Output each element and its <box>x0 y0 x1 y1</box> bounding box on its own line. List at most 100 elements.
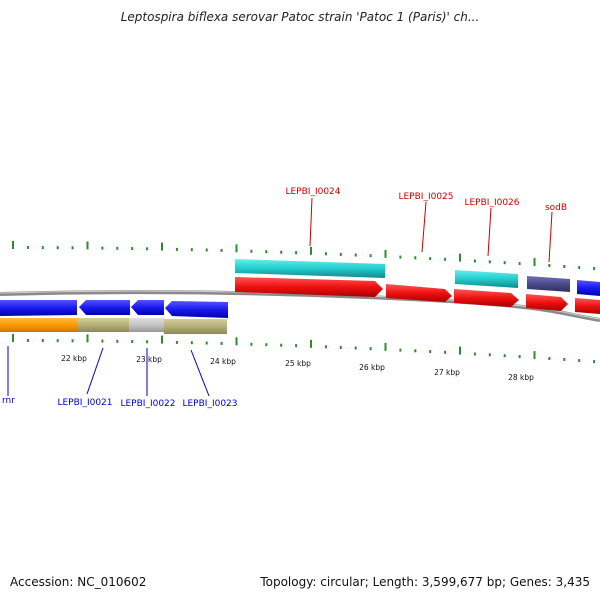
scale-tick-minor <box>473 259 476 263</box>
scale-tick-major <box>86 334 89 343</box>
scale-tick-minor <box>369 347 372 351</box>
scale-tick-minor <box>280 343 283 347</box>
gene-label-lepbi-i0021: LEPBI_I0021 <box>57 398 112 408</box>
genome-backbone-highlight <box>0 290 600 320</box>
genome-backbone <box>0 290 600 322</box>
scale-tick-minor <box>101 246 104 250</box>
scale-tick-minor <box>593 267 596 271</box>
scale-tick-minor <box>71 246 74 250</box>
scale-tick-minor <box>444 257 447 261</box>
cds-track-top <box>235 277 600 314</box>
scale-tick-minor <box>369 254 372 258</box>
scale-tick-minor <box>265 343 268 347</box>
accession-value: NC_010602 <box>77 575 147 589</box>
scale-tick-major <box>459 346 461 355</box>
scale-tick-minor <box>175 247 178 251</box>
scale-tick-minor <box>488 353 491 357</box>
scale-tick-minor <box>56 339 59 343</box>
topology-label: Topology: <box>260 575 317 589</box>
gene-feature-lepbi-i0024[interactable] <box>235 259 385 278</box>
scale-tick-minor <box>41 339 44 343</box>
gene-track-top <box>235 259 600 296</box>
scale-tick-minor <box>175 340 178 344</box>
gene-label-lepbi-i0023: LEPBI_I0023 <box>182 399 237 409</box>
cds-arrow-lepbi-i0021[interactable] <box>79 300 130 315</box>
scale-tick-major <box>235 244 238 253</box>
cds-arrow-rnr[interactable] <box>0 300 77 316</box>
length-value: 3,599,677 bp <box>421 575 502 589</box>
cds-arrow-lepbi-i0026[interactable] <box>454 289 519 307</box>
scale-tick-minor <box>265 250 268 254</box>
scale-tick-minor <box>116 246 119 250</box>
scale-tick-minor <box>593 360 596 364</box>
gene-label-rnr: rnr <box>2 396 15 406</box>
cds-arrow-sodb[interactable] <box>526 294 568 311</box>
gene-feature-rnr[interactable] <box>0 318 78 332</box>
scale-label-26kbp: 26 kbp <box>359 363 385 372</box>
scale-tick-minor <box>414 349 417 353</box>
scale-tick-minor <box>563 358 566 361</box>
gene-feature-lepbi-i0026[interactable] <box>455 270 518 288</box>
scale-tick-major <box>459 253 461 262</box>
scale-tick-minor <box>190 248 193 252</box>
scale-tick-minor <box>250 249 253 253</box>
scale-tick-minor <box>220 248 223 252</box>
scale-tick-minor <box>205 248 208 252</box>
scale-tick-minor <box>578 359 581 363</box>
scale-tick-minor <box>503 261 506 265</box>
genes-label: Genes: <box>509 575 552 589</box>
scale-tick-minor <box>116 339 119 343</box>
scale-label-27kbp: 27 kbp <box>434 368 460 377</box>
scale-label-22kbp: 22 kbp <box>61 354 87 363</box>
scale-tick-minor <box>205 341 208 345</box>
cds-arrow-lepbi-i0025[interactable] <box>386 284 452 302</box>
scale-ticks-top <box>12 241 596 271</box>
scale-tick-minor <box>444 350 447 354</box>
scale-tick-minor <box>56 246 59 250</box>
gene-feature-lepbi-i0023[interactable] <box>164 319 227 334</box>
cds-arrow-lepbi-i0022[interactable] <box>131 300 164 315</box>
scale-label-23kbp: 23 kbp <box>136 355 162 364</box>
accession-label: Accession: <box>10 575 74 589</box>
gene-feature-sodb[interactable] <box>527 276 570 292</box>
scale-tick-minor <box>250 342 253 346</box>
scale-tick-major <box>310 246 312 255</box>
gene-label-lepbi-i0026: LEPBI_I0026 <box>464 198 519 208</box>
gene-feature-lepbi-i0021[interactable] <box>78 318 129 332</box>
scale-tick-minor <box>518 355 521 359</box>
gene-feature-lepbi-i0022[interactable] <box>129 318 164 332</box>
accession-info: Accession: NC_010602 <box>10 575 146 589</box>
scale-tick-minor <box>488 260 491 264</box>
scale-label-28kbp: 28 kbp <box>508 373 534 382</box>
scale-tick-minor <box>563 265 566 268</box>
scale-tick-minor <box>354 346 357 350</box>
cds-arrow-lepbi-i0024[interactable] <box>235 277 383 297</box>
scale-tick-minor <box>399 348 402 352</box>
scale-tick-minor <box>146 340 149 344</box>
scale-tick-minor <box>295 344 298 348</box>
scale-tick-minor <box>26 339 29 342</box>
cds-arrow-lepbi-i0023[interactable] <box>165 301 228 318</box>
scale-tick-minor <box>295 251 298 255</box>
scale-tick-minor <box>578 266 581 270</box>
topology-value: circular <box>320 575 365 589</box>
scale-tick-minor <box>473 352 476 356</box>
scale-tick-minor <box>429 350 432 354</box>
map-title: Leptospira biflexa serovar Patoc strain … <box>120 10 480 24</box>
gene-feature-edge-top[interactable] <box>577 280 600 296</box>
gene-label-lepbi-i0022: LEPBI_I0022 <box>120 399 175 409</box>
scale-tick-minor <box>548 264 551 267</box>
scale-tick-major <box>384 342 387 351</box>
scale-tick-minor <box>354 253 357 257</box>
scale-tick-minor <box>190 341 193 345</box>
scale-tick-major <box>12 334 14 342</box>
scale-tick-minor <box>324 252 327 256</box>
scale-tick-major <box>384 249 387 258</box>
scale-tick-minor <box>71 339 74 343</box>
genome-summary: Topology: circular; Length: 3,599,677 bp… <box>260 575 590 589</box>
cds-arrow-edge[interactable] <box>575 298 600 314</box>
scale-tick-minor <box>131 340 134 343</box>
scale-tick-minor <box>518 262 521 266</box>
scale-tick-minor <box>429 257 432 261</box>
